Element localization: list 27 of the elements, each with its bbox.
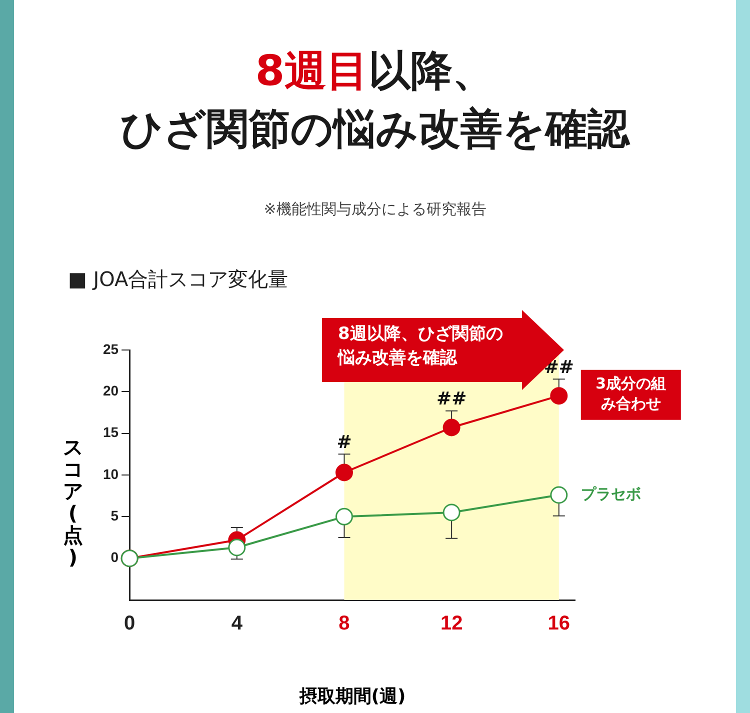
point xyxy=(442,504,460,522)
chart-subtitle: ※機能性関与成分による研究報告 xyxy=(262,200,488,219)
x-tick-label: 8 xyxy=(338,612,350,635)
point xyxy=(550,486,568,504)
annotation: 8週以降、ひざ関節の悩み改善を確認 xyxy=(338,323,504,370)
y-tick-label: 5 xyxy=(110,508,119,524)
y-tick-label: 20 xyxy=(102,382,119,399)
point xyxy=(335,508,353,526)
y-tick-label: 10 xyxy=(102,466,119,482)
point xyxy=(550,387,568,405)
y-tick-label: 0 xyxy=(110,549,119,566)
x-tick-label: 12 xyxy=(440,612,463,635)
series-label: プラセボ xyxy=(580,484,641,503)
annotation: ## xyxy=(436,388,467,410)
point xyxy=(335,464,353,482)
chart-title: 8週目以降、ひざ関節の悩み改善を確認 xyxy=(120,45,632,155)
text: ■ JOA合計スコア変化量 xyxy=(68,266,288,293)
annotation: # xyxy=(336,432,352,453)
series-label: 3成分の組み合わせ xyxy=(596,374,666,413)
y-tick-label: 15 xyxy=(102,424,119,440)
x-axis-title: 摂取期間(週) xyxy=(298,685,407,708)
y-tick-label: 25 xyxy=(102,340,119,357)
y-axis-title: スコア(点) xyxy=(62,435,84,569)
x-tick-label: 16 xyxy=(548,612,570,635)
x-tick-label: 4 xyxy=(231,612,244,635)
point xyxy=(228,538,246,556)
point xyxy=(442,418,460,436)
